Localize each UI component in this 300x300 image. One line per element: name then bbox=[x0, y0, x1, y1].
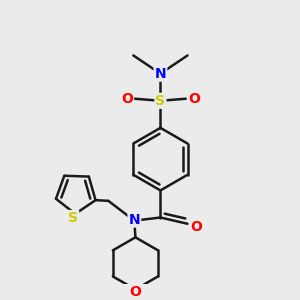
Text: S: S bbox=[68, 211, 78, 225]
Text: O: O bbox=[121, 92, 133, 106]
Text: O: O bbox=[188, 92, 200, 106]
Text: S: S bbox=[155, 94, 165, 108]
Text: O: O bbox=[190, 220, 202, 234]
Text: N: N bbox=[129, 213, 140, 226]
Text: N: N bbox=[154, 67, 166, 81]
Text: O: O bbox=[130, 284, 141, 298]
